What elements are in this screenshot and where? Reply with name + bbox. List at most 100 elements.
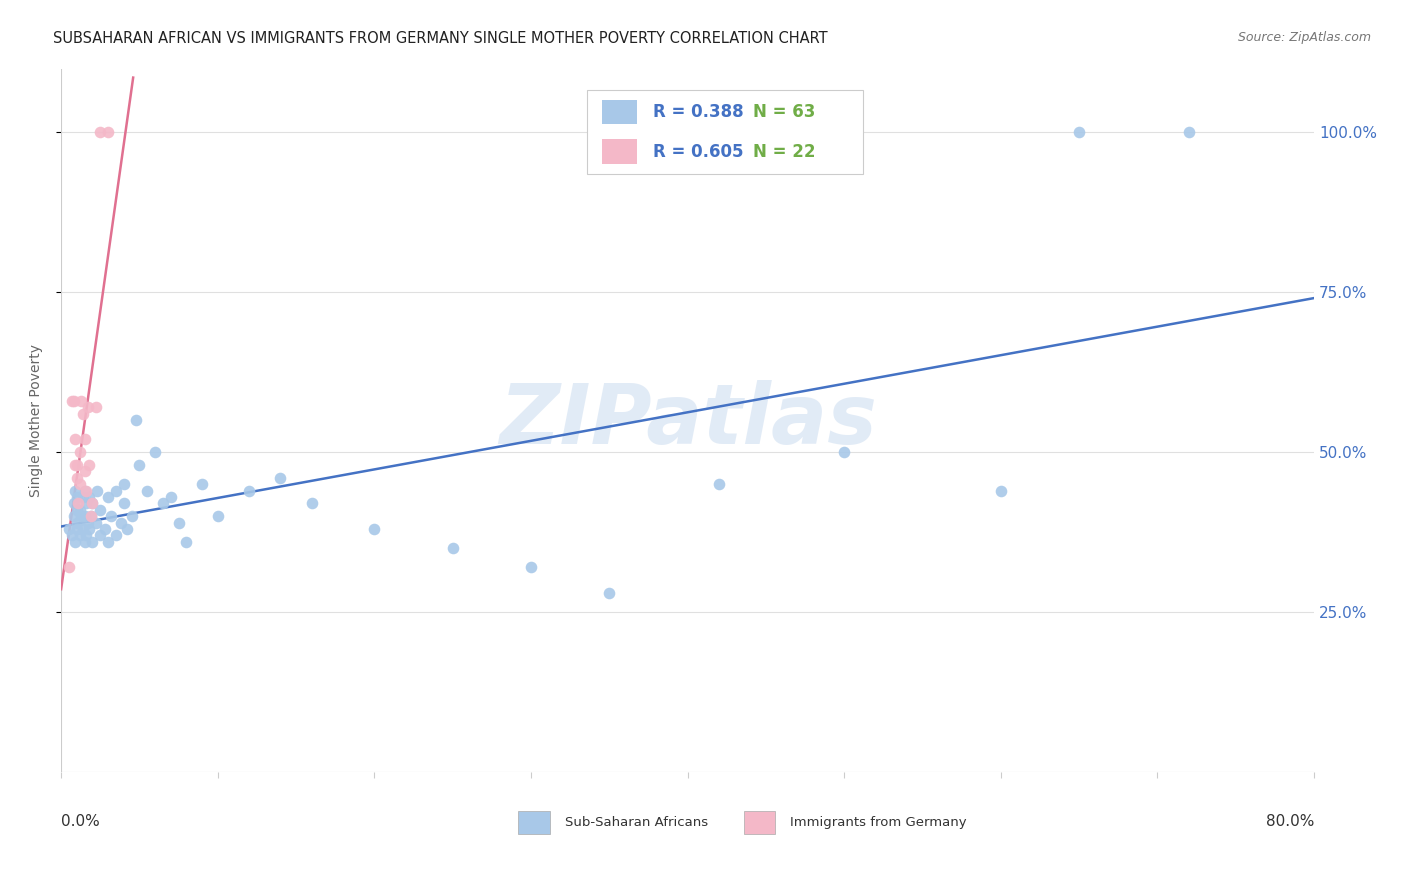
Point (89, 502, 111, 516)
Point (79, 490, 101, 504)
Point (97, 126, 120, 140)
Point (73, 483, 96, 498)
Point (112, 496, 135, 510)
Point (269, 471, 291, 485)
Point (73, 509, 96, 524)
Point (62, 394, 84, 409)
FancyBboxPatch shape (519, 812, 550, 834)
Point (73, 464, 96, 478)
Point (159, 490, 181, 504)
Point (63, 433, 86, 447)
Point (94, 522, 117, 536)
FancyBboxPatch shape (744, 812, 775, 834)
Point (110, 516, 132, 530)
Point (75, 496, 97, 510)
FancyBboxPatch shape (602, 100, 637, 125)
Point (69, 477, 91, 491)
Point (104, 528, 127, 542)
Point (97, 490, 120, 504)
Point (89, 528, 111, 542)
Point (1069, 126, 1091, 140)
Point (79, 522, 101, 536)
Text: R = 0.605: R = 0.605 (652, 143, 742, 161)
Point (75, 528, 97, 542)
Point (79, 458, 101, 472)
Y-axis label: Single Mother Poverty: Single Mother Poverty (30, 343, 44, 497)
Point (70, 394, 93, 409)
Point (76, 401, 98, 415)
Text: Immigrants from Germany: Immigrants from Germany (790, 816, 967, 829)
Point (97, 534, 120, 549)
Point (84, 516, 107, 530)
Point (707, 477, 730, 491)
Point (58, 522, 80, 536)
Point (301, 496, 323, 510)
Point (73, 534, 96, 549)
Point (66, 522, 89, 536)
Point (125, 413, 148, 427)
Point (62, 509, 84, 524)
Text: N = 22: N = 22 (752, 143, 815, 161)
Point (66, 490, 89, 504)
Point (238, 483, 260, 498)
Point (63, 458, 86, 472)
Point (66, 516, 89, 530)
Point (70, 509, 93, 524)
Point (121, 509, 143, 524)
FancyBboxPatch shape (588, 89, 863, 174)
FancyBboxPatch shape (602, 139, 637, 164)
Text: N = 63: N = 63 (752, 103, 815, 121)
Point (89, 126, 111, 140)
Point (167, 516, 190, 530)
Point (82, 496, 104, 510)
Point (72, 407, 94, 421)
Point (115, 522, 138, 536)
Point (73, 433, 96, 447)
Text: R = 0.388: R = 0.388 (652, 103, 744, 121)
Point (598, 586, 620, 600)
Point (66, 471, 89, 485)
Point (176, 534, 198, 549)
Point (1178, 126, 1201, 140)
Point (80, 509, 103, 524)
Point (441, 541, 464, 556)
Point (60, 394, 83, 409)
Text: ZIPatlas: ZIPatlas (499, 380, 876, 461)
Point (191, 477, 214, 491)
Point (112, 477, 135, 491)
Point (143, 445, 166, 459)
Point (990, 483, 1012, 498)
Point (152, 496, 174, 510)
Point (63, 534, 86, 549)
Point (363, 522, 385, 536)
Point (63, 483, 86, 498)
Point (136, 483, 159, 498)
Point (100, 509, 122, 524)
Point (80, 509, 103, 524)
Text: Source: ZipAtlas.com: Source: ZipAtlas.com (1237, 31, 1371, 45)
Point (86, 483, 108, 498)
Point (76, 516, 98, 530)
Point (84, 401, 107, 415)
Text: 0.0%: 0.0% (60, 814, 100, 830)
Point (104, 483, 127, 498)
Point (60, 528, 83, 542)
Point (62, 496, 84, 510)
Point (75, 483, 97, 498)
Point (207, 509, 229, 524)
Text: SUBSAHARAN AFRICAN VS IMMIGRANTS FROM GERMANY SINGLE MOTHER POVERTY CORRELATION : SUBSAHARAN AFRICAN VS IMMIGRANTS FROM GE… (53, 31, 828, 46)
Text: 80.0%: 80.0% (1265, 814, 1315, 830)
Point (67, 496, 90, 510)
Point (69, 445, 91, 459)
Point (66, 458, 89, 472)
Point (69, 502, 91, 516)
Point (69, 528, 91, 542)
Point (128, 458, 150, 472)
Text: Sub-Saharan Africans: Sub-Saharan Africans (565, 816, 709, 829)
Point (82, 496, 104, 510)
Point (72, 522, 94, 536)
Point (72, 490, 94, 504)
Point (82, 534, 104, 549)
Point (520, 560, 543, 574)
Point (58, 560, 80, 574)
